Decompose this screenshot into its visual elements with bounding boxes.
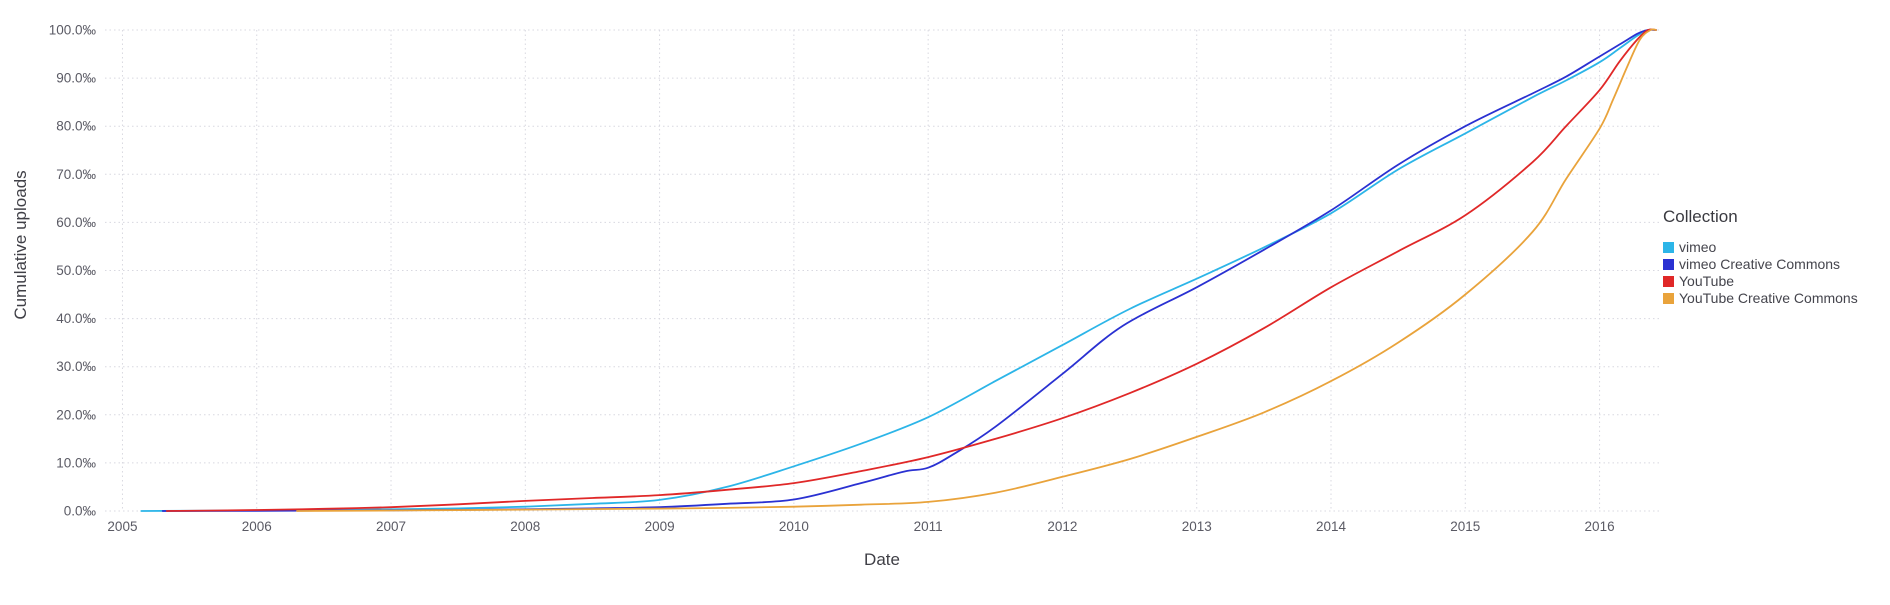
y-tick-label: 100.0‰	[49, 23, 97, 38]
x-tick-label: 2016	[1585, 519, 1615, 534]
x-tick-label: 2005	[107, 519, 137, 534]
y-tick-label: 20.0‰	[56, 407, 96, 422]
y-tick-label: 60.0‰	[56, 215, 96, 230]
y-tick-label: 10.0‰	[56, 455, 96, 470]
y-tick-label: 30.0‰	[56, 359, 96, 374]
y-tick-label: 80.0‰	[56, 119, 96, 134]
x-tick-label: 2013	[1182, 519, 1212, 534]
legend-items: vimeo vimeo Creative Commons YouTube YouTub…	[1663, 239, 1858, 307]
x-tick-label: 2012	[1047, 519, 1077, 534]
legend-item-label: vimeo Creative Commons	[1679, 256, 1841, 272]
x-tick-label: 2009	[645, 519, 675, 534]
legend: Collection vimeo vimeo Creative Commons Yo…	[1663, 207, 1858, 307]
x-tick-label: 2007	[376, 519, 406, 534]
x-tick-label: 2011	[914, 519, 943, 534]
legend-item-label: YouTube Creative Commons	[1679, 290, 1858, 306]
y-tick-label: 0.0‰	[64, 504, 97, 519]
y-axis-title: Cumulative uploads	[11, 170, 30, 320]
x-axis-title: Date	[864, 550, 900, 569]
x-tick-label: 2014	[1316, 519, 1347, 534]
x-tick-label: 2008	[510, 519, 540, 534]
y-tick-label: 50.0‰	[56, 263, 96, 278]
series-line-youtube-creative-commons	[296, 28, 1657, 512]
y-tick-label: 70.0‰	[56, 167, 96, 182]
x-tick-label: 2010	[779, 519, 809, 534]
y-tick-label: 90.0‰	[56, 71, 96, 86]
legend-item-vimeo-creative-commons[interactable]: vimeo Creative Commons	[1663, 256, 1858, 273]
legend-swatch	[1663, 242, 1674, 253]
series-line-youtube	[165, 28, 1657, 512]
legend-swatch	[1663, 276, 1674, 287]
legend-swatch	[1663, 259, 1674, 270]
x-tick-label: 2015	[1450, 519, 1480, 534]
y-tick-label: 40.0‰	[56, 311, 96, 326]
legend-item-youtube-creative-commons[interactable]: YouTube Creative Commons	[1663, 290, 1858, 307]
legend-item-label: vimeo	[1679, 239, 1717, 255]
legend-title: Collection	[1663, 207, 1738, 226]
legend-item-label: YouTube	[1679, 273, 1735, 289]
series-line-vimeo-creative-commons	[161, 28, 1657, 512]
legend-item-vimeo[interactable]: vimeo	[1663, 239, 1858, 256]
x-tick-label: 2006	[242, 519, 272, 534]
legend-swatch	[1663, 293, 1674, 304]
series-line-vimeo	[140, 28, 1657, 512]
legend-item-youtube[interactable]: YouTube	[1663, 273, 1858, 290]
